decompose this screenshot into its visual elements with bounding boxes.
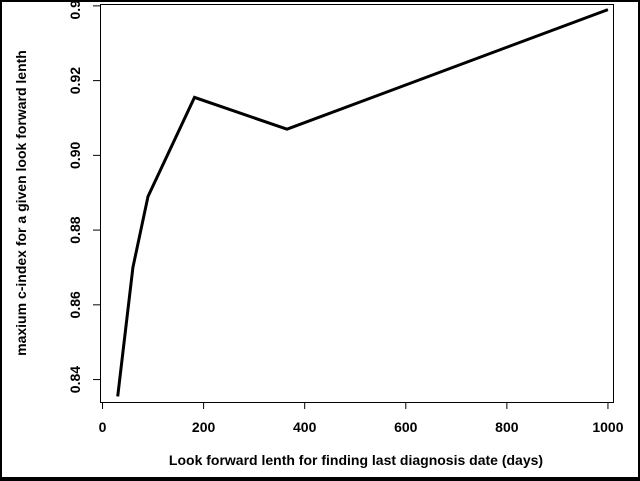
x-axis: 0 200 400 600 800 1000 <box>99 402 624 435</box>
y-axis: 0.84 0.86 0.88 0.90 0.92 0.94 <box>67 2 100 393</box>
x-tick-label: 800 <box>495 419 519 435</box>
y-tick-label: 0.92 <box>67 67 83 94</box>
y-axis-title: maxium c-index for a given look forward … <box>13 50 29 356</box>
y-tick-label: 0.88 <box>67 216 83 243</box>
y-tick-label: 0.86 <box>67 291 83 318</box>
plot-area-border <box>100 4 614 403</box>
x-tick-label: 0 <box>99 419 107 435</box>
y-tick-label: 0.94 <box>67 2 83 19</box>
series-layer <box>116 8 609 397</box>
x-tick-label: 1000 <box>592 419 623 435</box>
y-tick-label: 0.84 <box>67 366 83 393</box>
x-tick-label: 600 <box>394 419 418 435</box>
x-axis-title: Look forward lenth for finding last diag… <box>169 452 543 468</box>
x-tick-label: 400 <box>293 419 317 435</box>
series-line <box>116 8 609 397</box>
x-tick-label: 200 <box>192 419 216 435</box>
y-tick-label: 0.90 <box>67 142 83 169</box>
